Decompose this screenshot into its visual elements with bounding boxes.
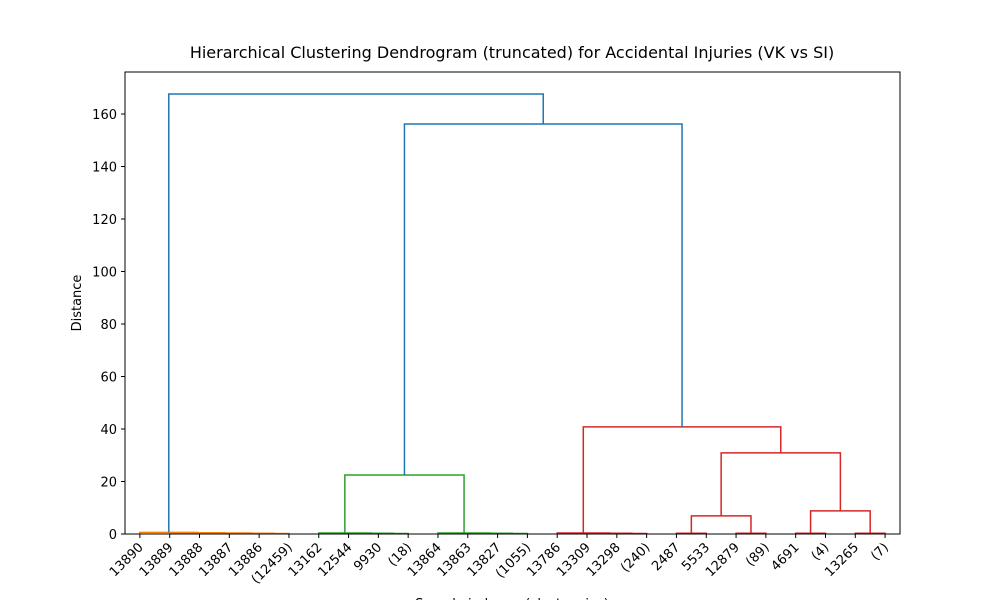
y-tick-label: 60 (100, 371, 117, 386)
y-axis-label: Distance (70, 275, 85, 332)
x-axis-label: Sample index or (cluster size) (415, 597, 609, 600)
link (168, 531, 227, 534)
y-tick-label: 40 (100, 423, 117, 438)
link (690, 515, 752, 534)
plot-frame (124, 71, 901, 535)
y-tick-label: 80 (100, 318, 117, 333)
link (344, 474, 465, 533)
link (168, 93, 544, 533)
y-tick-label: 20 (100, 476, 117, 491)
y-tick-label: 160 (92, 108, 117, 123)
y-tick-label: 0 (109, 528, 117, 543)
y-tick-label: 100 (92, 266, 117, 281)
y-tick-label: 120 (92, 213, 117, 228)
link (720, 452, 842, 516)
y-tick-label: 140 (92, 161, 117, 176)
chart-title: Hierarchical Clustering Dendrogram (trun… (190, 43, 834, 62)
